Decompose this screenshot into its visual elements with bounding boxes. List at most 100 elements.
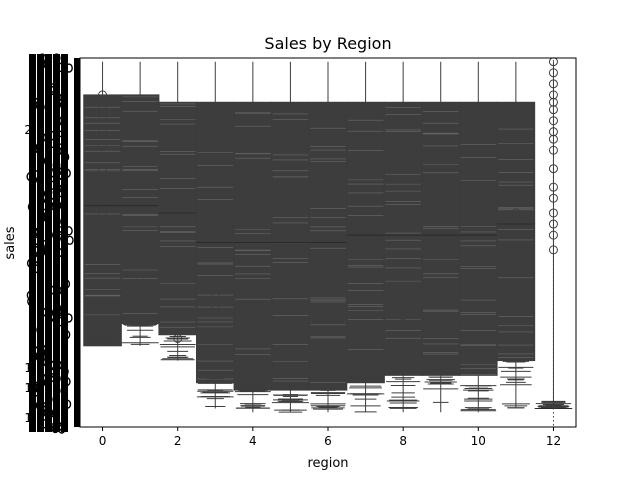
y-tick-glyph bbox=[43, 377, 52, 388]
y-tick-glyph bbox=[62, 330, 71, 340]
y-tick-glyph bbox=[30, 254, 39, 264]
y-tick-glyph bbox=[52, 233, 61, 244]
y-tick-glyph bbox=[48, 130, 57, 141]
y-tick-glyph bbox=[27, 202, 36, 212]
y-tick-glyph bbox=[37, 247, 46, 257]
outlier-point bbox=[98, 153, 108, 163]
box-iqr bbox=[271, 101, 310, 391]
y-tick-glyph bbox=[35, 144, 43, 155]
y-tick-glyph bbox=[36, 248, 45, 259]
y-tick-glyph bbox=[61, 152, 70, 162]
box-iqr bbox=[421, 101, 461, 376]
y-tick-glyph bbox=[38, 357, 47, 367]
y-tick-glyph bbox=[65, 63, 73, 73]
y-tick-glyph bbox=[42, 401, 50, 412]
y-tick-glyph bbox=[40, 419, 49, 429]
y-tick-glyph bbox=[64, 313, 73, 323]
outlier-point bbox=[98, 182, 108, 192]
y-tick-glyph bbox=[26, 171, 35, 182]
chart-title: Sales by Region bbox=[264, 34, 391, 53]
y-tick-glyph bbox=[45, 408, 54, 418]
outlier-point bbox=[548, 90, 558, 100]
y-tick-glyph bbox=[53, 303, 62, 313]
y-tick-label-overlap bbox=[37, 54, 44, 432]
outlier-point bbox=[98, 101, 108, 111]
y-tick-glyph bbox=[56, 135, 65, 145]
y-tick-glyph bbox=[58, 115, 67, 126]
box-iqr bbox=[120, 94, 160, 325]
y-tick-glyph bbox=[63, 399, 72, 409]
y-tick-glyph bbox=[38, 373, 47, 383]
y-tick-glyph bbox=[54, 146, 62, 156]
outlier-point bbox=[98, 127, 108, 137]
x-tick-label: 4 bbox=[249, 434, 257, 448]
box-iqr bbox=[383, 101, 423, 376]
outlier-point bbox=[98, 90, 108, 100]
y-tick-glyph bbox=[63, 168, 71, 178]
y-axis-label: sales bbox=[3, 226, 18, 259]
y-axis: 2 1 1 1 bbox=[24, 123, 32, 425]
y-tick-glyph bbox=[50, 285, 58, 295]
outlier-point bbox=[398, 319, 408, 329]
y-tick-glyph bbox=[56, 316, 65, 327]
y-tick-glyph bbox=[33, 381, 41, 392]
x-tick-label: 6 bbox=[324, 434, 332, 448]
outlier-point bbox=[135, 282, 145, 292]
outlier-point bbox=[173, 333, 183, 343]
y-tick-glyph bbox=[42, 192, 51, 203]
y-tick-glyph bbox=[65, 226, 73, 236]
y-tick-glyph bbox=[50, 197, 59, 207]
y-tick-glyph bbox=[48, 83, 57, 93]
y-tick-glyph bbox=[44, 242, 52, 252]
box-iqr bbox=[308, 101, 348, 391]
y-tick-glyph bbox=[55, 188, 64, 198]
y-tick-glyph bbox=[27, 296, 35, 307]
y-tick-glyph bbox=[49, 372, 58, 383]
y-tick-glyph bbox=[44, 352, 53, 362]
y-tick-mark-overlap bbox=[74, 58, 80, 427]
outlier-point bbox=[548, 127, 558, 137]
outlier-point bbox=[210, 300, 220, 310]
y-tick-glyph bbox=[49, 180, 57, 190]
y-tick-glyph bbox=[49, 415, 58, 425]
y-tick-glyph bbox=[54, 421, 63, 432]
y-tick-glyph bbox=[58, 166, 67, 176]
plot-area bbox=[83, 57, 573, 426]
y-tick-glyph bbox=[31, 235, 40, 246]
y-tick-glyph bbox=[53, 373, 61, 384]
y-tick-glyph bbox=[55, 247, 63, 258]
y-tick-glyph bbox=[36, 102, 45, 112]
y-tick-glyph bbox=[52, 160, 61, 170]
x-axis-label: region bbox=[307, 456, 348, 471]
y-tick-glyph bbox=[43, 213, 52, 223]
y-tick-label: 1 bbox=[24, 361, 32, 375]
y-tick-glyph bbox=[39, 54, 48, 64]
y-tick-glyph bbox=[52, 53, 61, 63]
y-tick-glyph bbox=[58, 170, 66, 181]
y-tick-glyph bbox=[38, 344, 47, 354]
y-tick-label: 2 bbox=[24, 123, 32, 137]
x-axis: 0 2 4 6 8 10 12 bbox=[99, 427, 561, 448]
outlier-point bbox=[548, 105, 558, 115]
x-tick-label: 0 bbox=[99, 434, 107, 448]
y-tick-glyph bbox=[37, 156, 46, 166]
y-tick-glyph bbox=[54, 360, 63, 370]
y-tick-glyph bbox=[53, 306, 62, 317]
y-tick-glyph bbox=[65, 235, 74, 246]
y-tick-clutter bbox=[26, 53, 80, 434]
y-tick-glyph bbox=[34, 227, 43, 237]
y-tick-glyph bbox=[60, 366, 69, 377]
y-tick-glyph bbox=[62, 279, 71, 289]
outlier-point bbox=[511, 208, 521, 218]
y-tick-glyph bbox=[30, 97, 39, 107]
outlier-point bbox=[98, 142, 108, 152]
y-tick-glyph bbox=[52, 386, 61, 396]
outlier-point bbox=[473, 319, 483, 329]
y-tick-label-overlap bbox=[61, 54, 68, 432]
box-iqr bbox=[233, 101, 273, 391]
outlier-point bbox=[98, 219, 108, 229]
outlier-point bbox=[548, 134, 558, 144]
outlier-point bbox=[548, 79, 558, 89]
y-tick-label: 1 bbox=[24, 381, 32, 395]
box-iqr bbox=[346, 101, 385, 384]
